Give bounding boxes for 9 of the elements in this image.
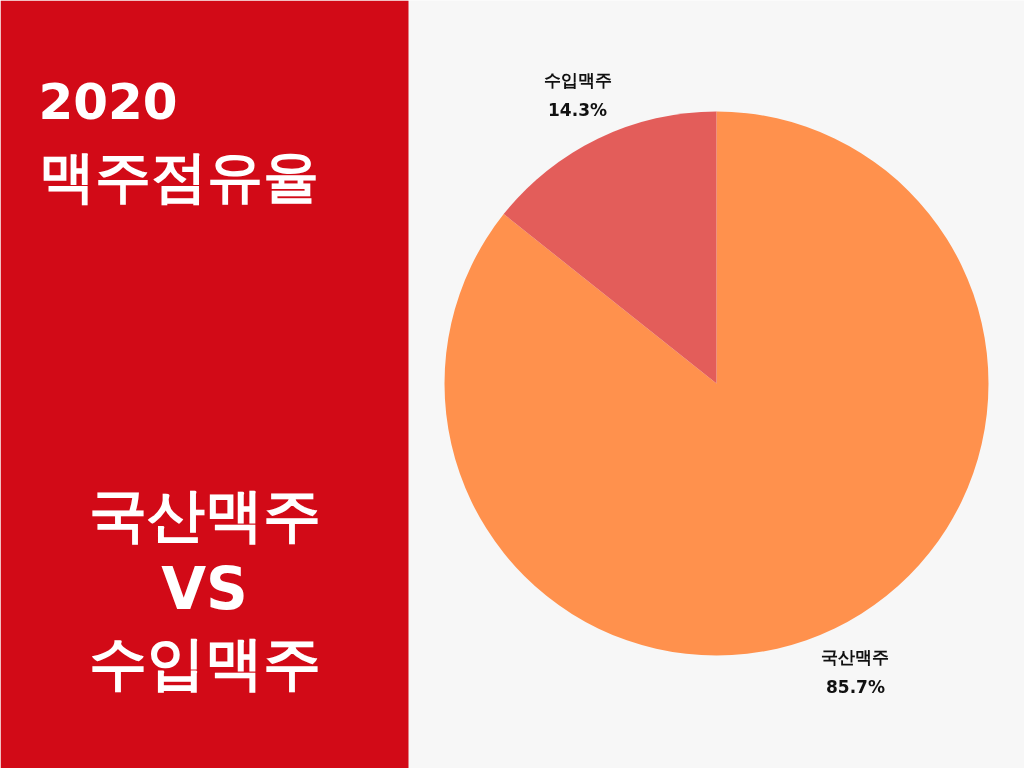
text: 수입맥주 <box>88 628 321 697</box>
text: 국산맥주 <box>88 480 321 549</box>
slice-label: 수입맥주 <box>543 70 612 91</box>
data-label: 85.7% <box>825 676 885 697</box>
text: VS <box>161 554 248 623</box>
slice-label: 국산맥주 <box>821 646 890 667</box>
chart-title: 2020 <box>38 72 178 131</box>
text: 맥주점유율 <box>38 144 319 209</box>
data-label: 14.3% <box>548 100 608 121</box>
